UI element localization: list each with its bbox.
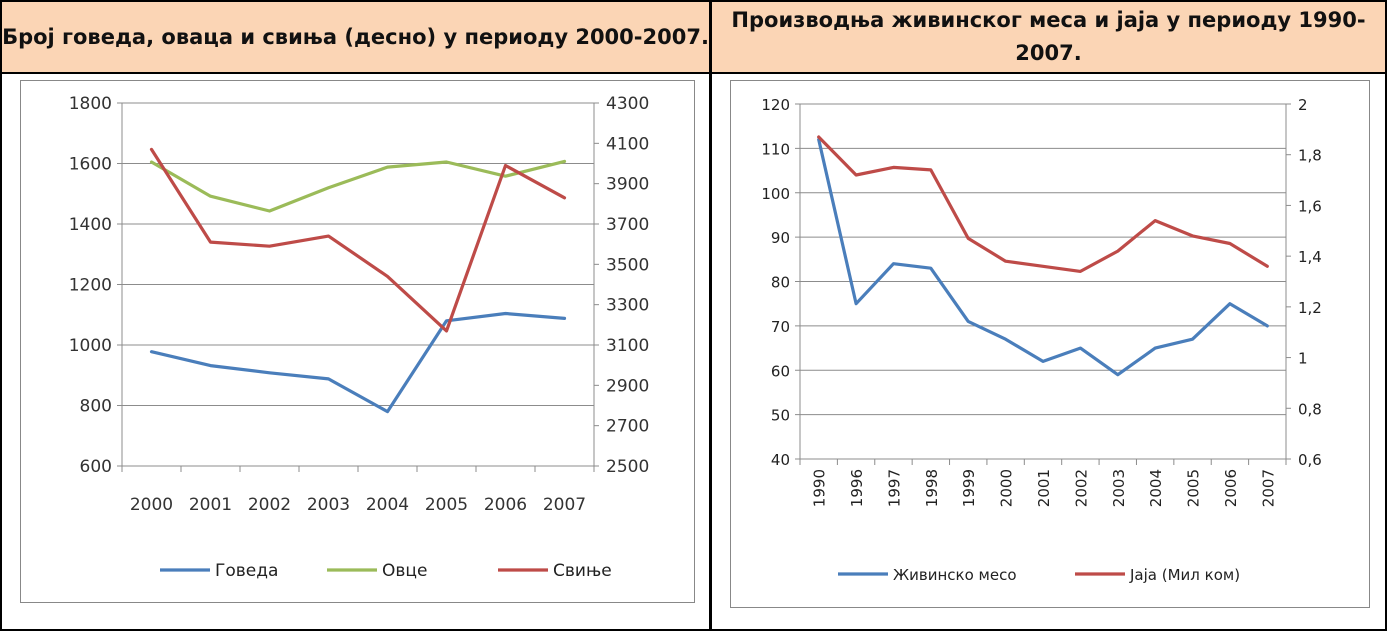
x-axis-tick-label: 2005 bbox=[425, 495, 468, 515]
x-axis-tick-label: 2005 bbox=[1185, 469, 1203, 507]
series-line-3 bbox=[149, 147, 567, 333]
left-axis-tick-label: 50 bbox=[771, 407, 790, 425]
left-axis-tick-label: 100 bbox=[761, 185, 790, 203]
left-axis-tick-label: 600 bbox=[80, 457, 112, 477]
right-axis-tick-label: 3300 bbox=[606, 296, 649, 316]
left-axis-tick-label: 1200 bbox=[69, 276, 112, 296]
left-axis-tick-label: 1000 bbox=[69, 336, 112, 356]
legend-label-3: Свиње bbox=[553, 561, 612, 581]
left-axis-tick-label: 1400 bbox=[69, 215, 112, 235]
legend-label-1: Говеда bbox=[215, 561, 278, 581]
right-axis-tick-label: 1,8 bbox=[1298, 147, 1322, 165]
panel-divider bbox=[709, 0, 712, 631]
series-line-1 bbox=[149, 311, 567, 414]
series-line-1 bbox=[817, 137, 1269, 377]
x-axis-tick-label: 2001 bbox=[1035, 469, 1053, 507]
poultry-chart: 40 50 60 70 80 90 100 110 120 0,6 0,8 1 1,2 1,4 1,6 1,8… bbox=[761, 96, 1322, 584]
left-axis-tick-label: 90 bbox=[771, 229, 790, 247]
x-axis-tick-label: 2003 bbox=[307, 495, 350, 515]
right-axis-tick-label: 2700 bbox=[606, 417, 649, 437]
right-axis-tick-label: 2 bbox=[1298, 96, 1308, 114]
left-axis-tick-label: 1600 bbox=[69, 155, 112, 175]
left-axis-tick-label: 120 bbox=[761, 96, 790, 114]
series-line-2 bbox=[817, 135, 1269, 273]
left-axis-tick-label: 70 bbox=[771, 318, 790, 336]
left-axis-tick-label: 1800 bbox=[69, 94, 112, 114]
right-axis-tick-label: 1 bbox=[1298, 350, 1308, 368]
x-axis-tick-label: 1999 bbox=[960, 469, 978, 507]
right-axis-tick-label: 1,4 bbox=[1298, 248, 1322, 266]
series-line-2 bbox=[149, 159, 567, 213]
x-axis-tick-label: 2006 bbox=[1222, 469, 1240, 507]
x-axis-tick-label: 2001 bbox=[189, 495, 232, 515]
x-axis-tick-label: 1998 bbox=[923, 469, 941, 507]
right-axis-tick-label: 3700 bbox=[606, 215, 649, 235]
x-axis-tick-label: 2007 bbox=[543, 495, 586, 515]
x-axis-tick-label: 2000 bbox=[130, 495, 173, 515]
right-axis-tick-label: 2900 bbox=[606, 376, 649, 396]
right-axis-tick-label: 0,8 bbox=[1298, 400, 1322, 418]
livestock-chart-panel: 600 800 1000 1200 1400 1600 1800 2500 2700 2900 31… bbox=[20, 80, 695, 603]
poultry-chart-panel: 40 50 60 70 80 90 100 110 120 0,6 0,8 1 1,2 1,4 1,6 1,8… bbox=[730, 80, 1370, 608]
right-axis-tick-label: 4300 bbox=[606, 94, 649, 114]
x-axis-tick-label: 2006 bbox=[484, 495, 527, 515]
right-axis-tick-label: 2500 bbox=[606, 457, 649, 477]
x-axis-tick-label: 2000 bbox=[998, 469, 1016, 507]
x-axis-tick-label: 1996 bbox=[848, 469, 866, 507]
left-axis-tick-label: 800 bbox=[80, 397, 112, 417]
left-chart-title: Број говеда, оваца и свиња (десно) у пер… bbox=[2, 2, 709, 72]
left-axis-tick-label: 40 bbox=[771, 451, 790, 469]
x-axis-tick-label: 2003 bbox=[1110, 469, 1128, 507]
left-axis-tick-label: 60 bbox=[771, 362, 790, 380]
right-axis-tick-label: 4100 bbox=[606, 134, 649, 154]
x-axis-tick-label: 2002 bbox=[248, 495, 291, 515]
right-axis-tick-label: 3900 bbox=[606, 175, 649, 195]
right-axis-tick-label: 1,6 bbox=[1298, 197, 1322, 215]
left-axis-tick-label: 110 bbox=[761, 140, 790, 158]
x-axis-tick-label: 1997 bbox=[885, 469, 903, 507]
right-chart-title: Производња живинског меса и јаја у перио… bbox=[712, 2, 1385, 72]
x-axis-tick-label: 2004 bbox=[1147, 469, 1165, 507]
legend-label-2: Јаја (Мил ком) bbox=[1129, 566, 1240, 584]
livestock-chart: 600 800 1000 1200 1400 1600 1800 2500 2700 2900 31… bbox=[69, 94, 650, 581]
right-axis-tick-label: 3100 bbox=[606, 336, 649, 356]
legend-label-1: Живинско месо bbox=[893, 566, 1017, 584]
x-axis-tick-label: 2007 bbox=[1259, 469, 1277, 507]
header-divider bbox=[0, 72, 1387, 74]
x-axis-tick-label: 1990 bbox=[811, 469, 829, 507]
right-axis-tick-label: 3500 bbox=[606, 255, 649, 275]
right-axis-tick-label: 0,6 bbox=[1298, 451, 1322, 469]
right-axis-tick-label: 1,2 bbox=[1298, 299, 1322, 317]
left-axis-tick-label: 80 bbox=[771, 274, 790, 292]
x-axis-tick-label: 2004 bbox=[366, 495, 409, 515]
x-axis-tick-label: 2002 bbox=[1072, 469, 1090, 507]
legend-label-2: Овце bbox=[382, 561, 427, 581]
